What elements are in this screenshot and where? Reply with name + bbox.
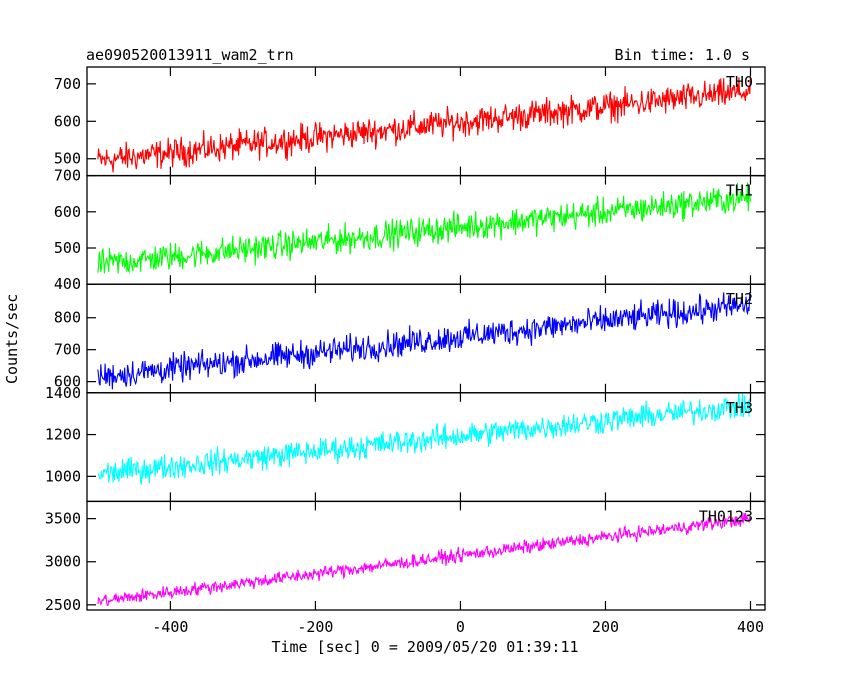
x-tick-label: -200 — [297, 618, 333, 636]
y-tick-label: 700 — [54, 167, 81, 185]
y-tick-label: 600 — [54, 203, 81, 221]
x-axis-label: Time [sec] 0 = 2009/05/20 01:39:11 — [271, 638, 579, 656]
panel-frame-th0123 — [86, 500, 766, 611]
y-tick-label: 700 — [54, 75, 81, 93]
y-tick-label: 2500 — [45, 596, 81, 614]
panel-label-th0: TH0 — [726, 73, 753, 91]
y-tick-label: 1400 — [45, 384, 81, 402]
y-tick-label: 1200 — [45, 426, 81, 444]
series-line-th0 — [97, 73, 752, 173]
y-tick-label: 800 — [54, 309, 81, 327]
panel-frame-th2 — [86, 283, 766, 394]
y-axis-label: Counts/sec — [3, 293, 21, 384]
y-tick-label: 3000 — [45, 553, 81, 571]
y-tick-label: 500 — [54, 150, 81, 168]
chart-title-left: ae090520013911_wam2_trn — [86, 46, 294, 64]
series-line-th0123 — [97, 512, 751, 607]
chart-title-right: Bin time: 1.0 s — [614, 46, 750, 64]
x-tick-label: 200 — [592, 618, 619, 636]
panel-label-th0123: TH0123 — [699, 507, 753, 525]
x-tick-label: 400 — [737, 618, 764, 636]
x-tick-label: -400 — [152, 618, 188, 636]
panel-label-th3: TH3 — [726, 399, 753, 417]
y-tick-label: 700 — [54, 341, 81, 359]
panel-label-th1: TH1 — [726, 182, 753, 200]
series-line-th3 — [97, 392, 751, 485]
y-tick-label: 600 — [54, 373, 81, 391]
series-line-th1 — [97, 182, 752, 274]
y-tick-label: 400 — [54, 275, 81, 293]
y-tick-label: 1000 — [45, 467, 81, 485]
y-tick-label: 500 — [54, 239, 81, 257]
y-tick-label: 600 — [54, 112, 81, 130]
series-line-th2 — [97, 291, 752, 390]
y-tick-label: 3500 — [45, 510, 81, 528]
panel-label-th2: TH2 — [726, 290, 753, 308]
x-tick-label: 0 — [456, 618, 465, 636]
